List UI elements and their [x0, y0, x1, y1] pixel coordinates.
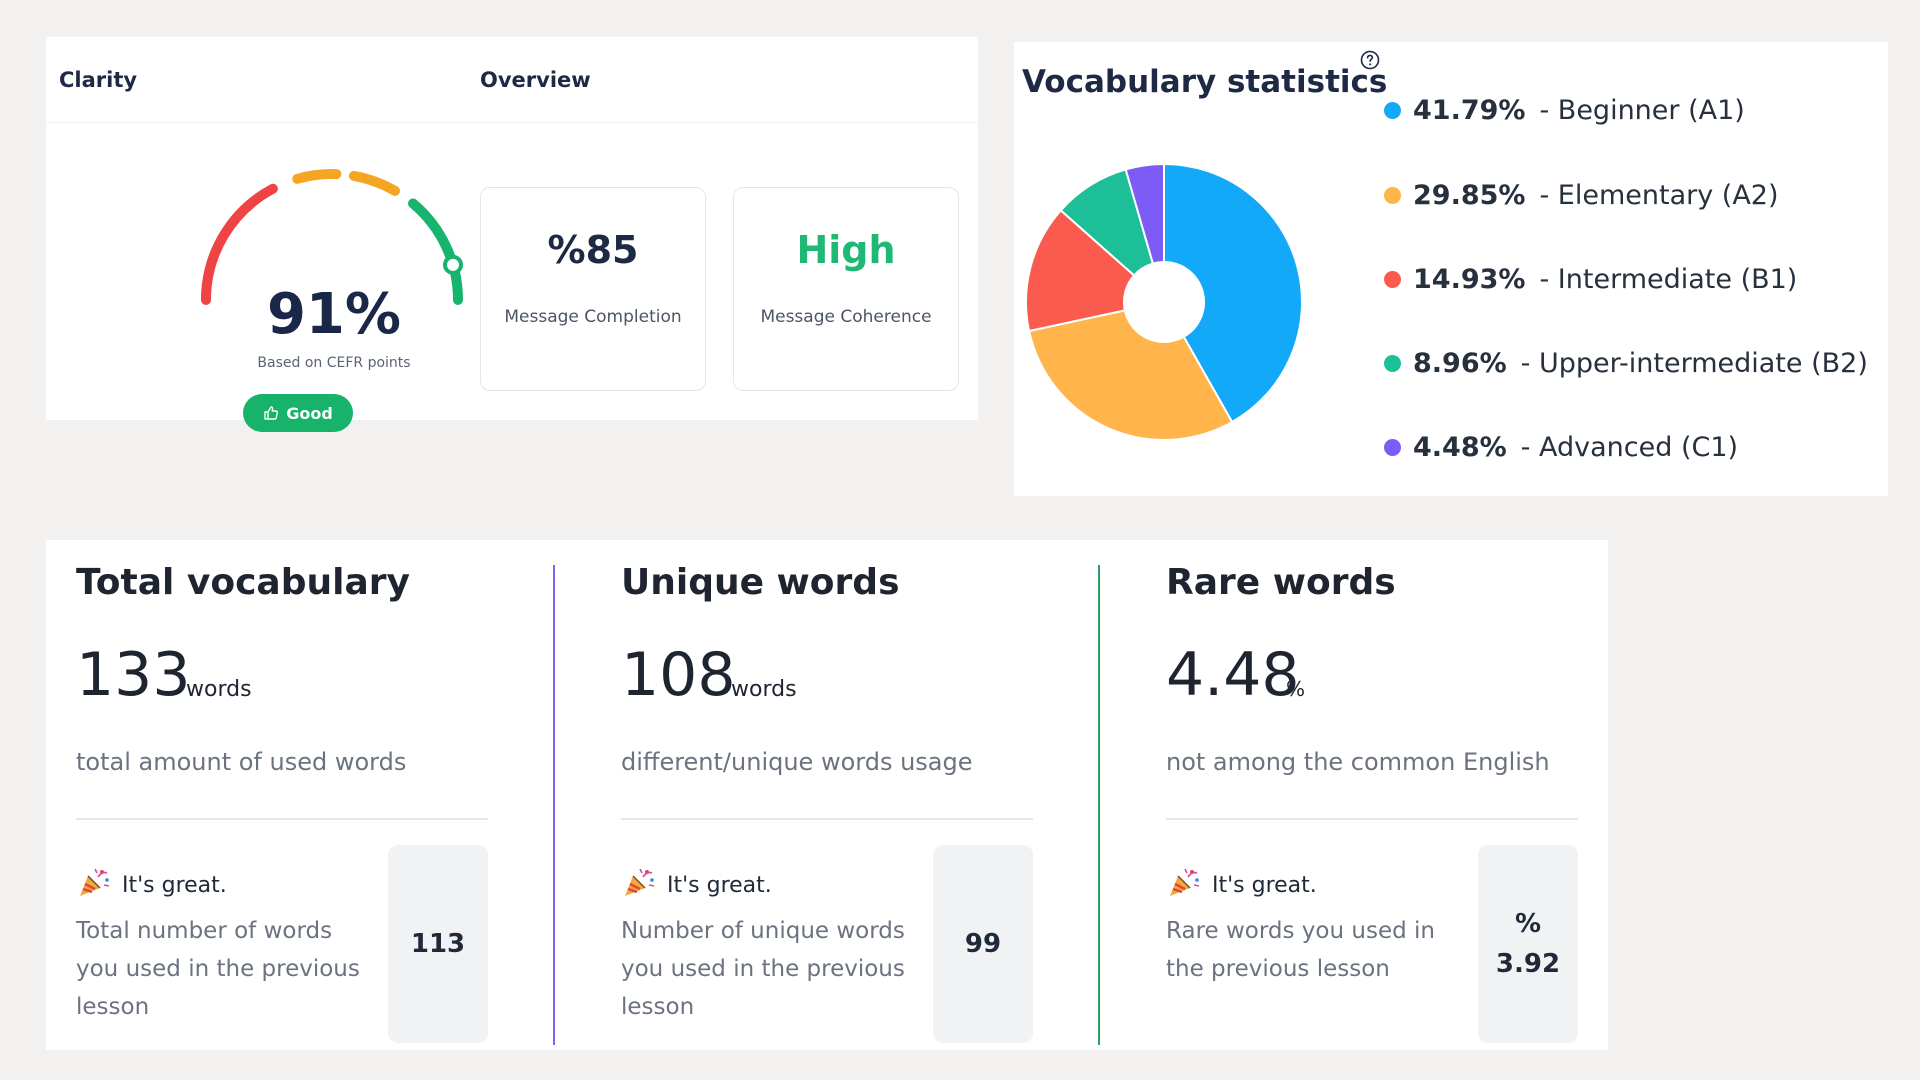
great-note: It's great. — [76, 865, 227, 905]
legend-item: 4.48% - Advanced (C1) — [1384, 430, 1738, 464]
party-popper-icon — [1166, 865, 1202, 905]
good-badge-label: Good — [286, 403, 333, 423]
gauge-segment — [348, 170, 400, 196]
party-popper-icon — [76, 865, 112, 905]
metric-description: total amount of used words — [76, 748, 407, 776]
metric-unit: % — [1286, 677, 1306, 701]
metric-value: 108 — [621, 640, 736, 710]
metric-value: 133 — [76, 640, 191, 710]
great-label: It's great. — [667, 872, 772, 898]
donut-slice-advanced-c1[interactable] — [1124, 162, 1165, 265]
clarity-overview-card: Clarity Overview 91% Based on CEFR point… — [46, 37, 978, 432]
great-note: It's great. — [1166, 865, 1317, 905]
donut-slice-beginner-a1[interactable] — [1163, 162, 1303, 424]
gauge-indicator — [442, 254, 463, 275]
donut-slice-elementary-a2[interactable] — [1027, 309, 1234, 441]
gauge-caption: Based on CEFR points — [257, 355, 411, 371]
previous-lesson-value-box: 113 — [388, 845, 488, 1043]
metric-description: different/unique words usage — [621, 748, 973, 776]
metric-value: 4.48 — [1166, 640, 1300, 710]
legend-dot — [1384, 438, 1401, 456]
vocabulary-statistics-card: Vocabulary statistics 41.79% - Beginner (… — [1014, 42, 1888, 496]
great-note: It's great. — [621, 865, 772, 905]
legend-percentage: 8.96% — [1413, 347, 1507, 379]
overview-title: Overview — [480, 68, 591, 92]
legend-dot — [1384, 186, 1401, 204]
legend-item: 29.85% - Elementary (A2) — [1384, 178, 1779, 212]
legend-percentage: 14.93% — [1413, 263, 1526, 295]
previous-lesson-value-box: % 3.92 — [1478, 845, 1578, 1043]
completion-label: Message Completion — [504, 307, 682, 327]
legend-dot — [1384, 354, 1401, 372]
previous-value: 99 — [964, 929, 1002, 959]
metric-description: not among the common English — [1166, 748, 1550, 776]
message-completion-box: %85 Message Completion — [480, 187, 706, 391]
metric-unit: words — [186, 677, 252, 702]
question-circle-icon[interactable] — [1360, 50, 1380, 70]
column-divider — [553, 565, 555, 1045]
previous-value: 113 — [410, 929, 466, 959]
gauge-segment — [292, 169, 342, 184]
legend-label: - Upper-intermediate (B2) — [1520, 347, 1868, 379]
clarity-title: Clarity — [59, 68, 138, 92]
legend-percentage: 4.48% — [1413, 431, 1507, 463]
divider — [1166, 818, 1578, 820]
unique-words-panel: Unique words 108 words different/unique … — [591, 540, 1136, 1050]
rare-words-panel: Rare words 4.48 % not among the common E… — [1136, 540, 1681, 1050]
total-vocabulary-panel: Total vocabulary 133 words total amount … — [46, 540, 591, 1050]
vocabulary-statistics-title: Vocabulary statistics — [1022, 64, 1388, 100]
thumbs-up-icon — [264, 406, 279, 420]
good-badge: Good — [243, 394, 353, 432]
previous-lesson-text: Number of unique words you used in the p… — [621, 918, 905, 1020]
completion-value: %85 — [547, 228, 639, 272]
legend-item: 14.93% - Intermediate (B1) — [1384, 262, 1797, 296]
metric-title: Total vocabulary — [76, 562, 410, 603]
coherence-value: High — [796, 228, 896, 272]
card-header: Clarity Overview — [46, 37, 978, 123]
legend-label: - Beginner (A1) — [1539, 94, 1745, 126]
legend-item: 8.96% - Upper-intermediate (B2) — [1384, 346, 1868, 380]
donut-slice-intermediate-b1[interactable] — [1025, 208, 1136, 333]
metric-title: Rare words — [1166, 562, 1396, 603]
party-popper-icon — [621, 865, 657, 905]
previous-value: 3.92 — [1495, 949, 1561, 979]
legend-label: - Advanced (C1) — [1520, 431, 1739, 463]
legend-dot — [1384, 101, 1401, 119]
great-label: It's great. — [122, 872, 227, 898]
legend-dot — [1384, 270, 1401, 288]
clarity-gauge — [201, 169, 463, 305]
gauge-segment — [201, 183, 278, 305]
vocabulary-metrics-card: Total vocabulary 133 words total amount … — [46, 540, 1608, 1050]
column-divider — [1098, 565, 1100, 1045]
gauge-value: 91% — [266, 282, 402, 347]
message-coherence-box: High Message Coherence — [733, 187, 959, 391]
legend-item: 41.79% - Beginner (A1) — [1384, 93, 1745, 127]
great-label: It's great. — [1212, 872, 1317, 898]
divider — [76, 818, 488, 820]
legend-percentage: 29.85% — [1413, 179, 1526, 211]
gauge-segment — [407, 198, 463, 305]
metric-title: Unique words — [621, 562, 900, 603]
previous-lesson-value-box: 99 — [933, 845, 1033, 1043]
legend-label: - Intermediate (B1) — [1539, 263, 1798, 295]
metric-unit: words — [731, 677, 797, 702]
legend-label: - Elementary (A2) — [1539, 179, 1779, 211]
divider — [621, 818, 1033, 820]
vocabulary-donut-chart — [1025, 162, 1303, 441]
legend-percentage: 41.79% — [1413, 94, 1526, 126]
coherence-label: Message Coherence — [760, 307, 932, 327]
previous-prefix: % — [1514, 909, 1542, 939]
previous-lesson-text: Total number of words you used in the pr… — [76, 918, 360, 1020]
previous-lesson-text: Rare words you used in the previous less… — [1166, 918, 1435, 982]
